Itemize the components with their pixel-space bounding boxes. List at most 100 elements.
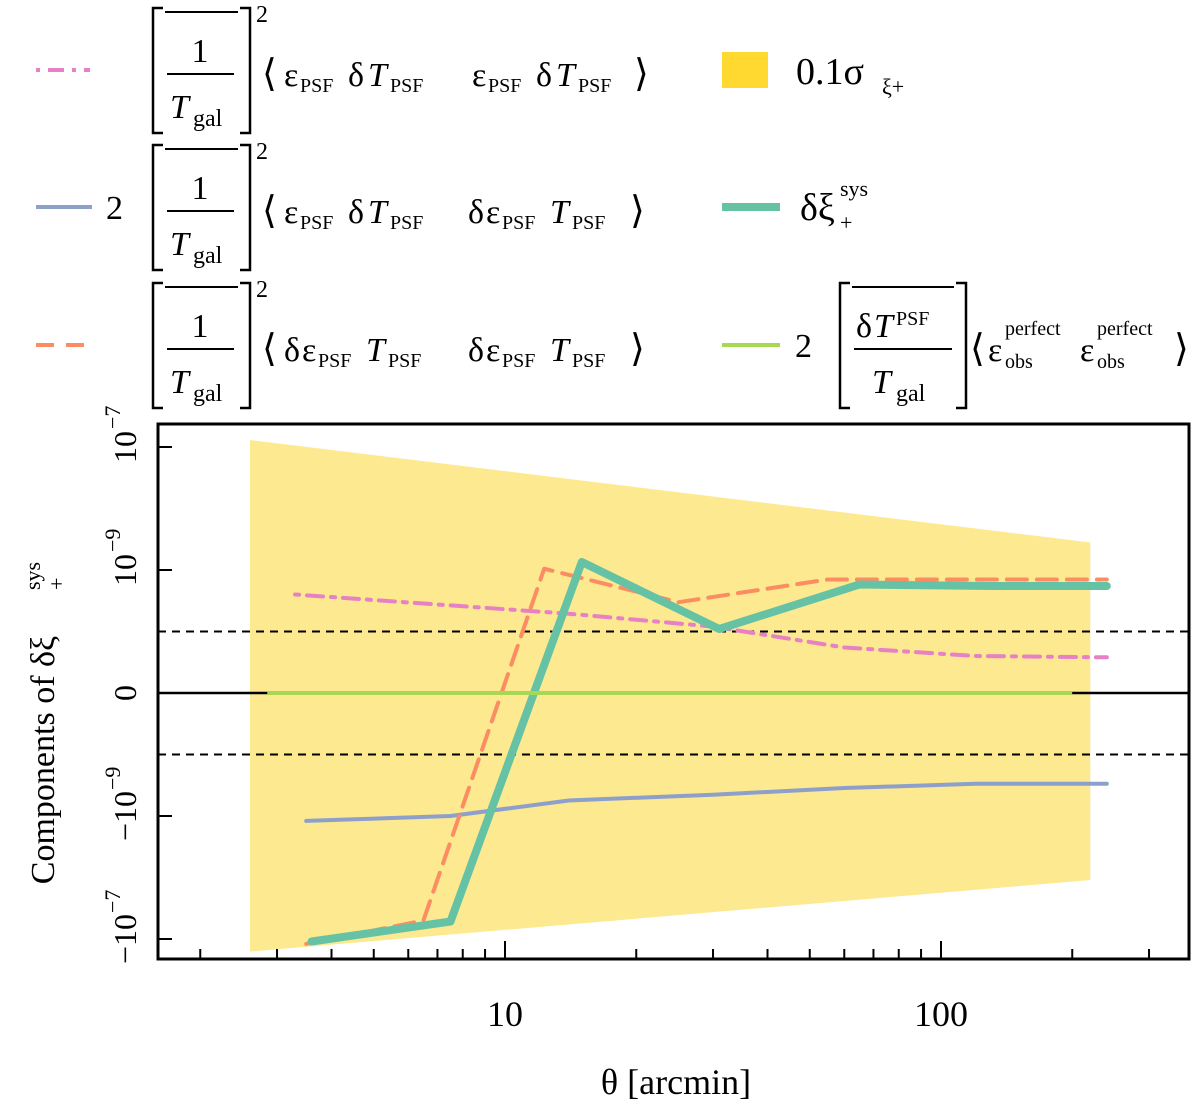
legend: 1 T gal 2 ⟨ ε PSF δ T PSF ε PSF δ T PSF … [36,2,1189,410]
psf-sup: PSF [896,308,929,330]
coef-2: 2 [106,190,123,227]
psf-sub: PSF [390,75,423,97]
series-line-3 [307,558,1111,946]
psf-sub: PSF [572,212,605,234]
bracket [838,281,968,410]
psf-sub: PSF [578,75,611,97]
rangle: ⟩ [630,190,645,232]
legend-label-right-row3: 2 δ T PSF T gal ⟨ ε perfect obs ε perfec… [795,281,1189,410]
bracket [151,281,252,410]
T: T [550,332,571,369]
frac-T: T [872,364,893,401]
T: T [556,57,577,94]
psf-sub: PSF [390,212,423,234]
y-tick-label-exp: −9 [100,767,125,790]
obs-sub: obs [1097,351,1125,373]
psf-sub: PSF [572,350,605,372]
legend-item-light-green: 2 δ T PSF T gal ⟨ ε perfect obs ε perfec… [722,281,1189,410]
eps: ε [1080,332,1094,369]
legend-item-total: δξ sys + [722,176,868,235]
y-axis-label-group: Components of δξ sys + [20,562,69,884]
legend-label-row1: 1 T gal 2 ⟨ ε PSF δ T PSF ε PSF δ T PSF … [151,2,649,135]
y-tick-label: 10−7 [100,406,143,463]
y-tick-label: 10−9 [100,529,143,586]
rangle: ⟩ [630,328,645,370]
y-tick-label: 0 [107,685,143,701]
y-tick-label-exp: −9 [100,529,125,552]
delta: δ [468,194,484,231]
y-tick-label-base: −10 [107,914,143,964]
delta: δ [348,194,364,231]
square-exp: 2 [256,277,268,303]
legend-item-blue-solid: 2 1 T gal 2 ⟨ ε PSF δ T PSF δ ε PSF T PS… [36,139,645,272]
y-tick-label-base: −10 [107,791,143,841]
perfect-sup: perfect [1005,318,1061,340]
T: T [368,194,389,231]
delta: δ [284,332,300,369]
y-axis-label: Components of δξ [25,636,62,884]
langle: ⟨ [970,328,985,370]
bracket [151,143,252,272]
series-line-0 [293,592,1109,660]
frac-numerator: 1 [192,308,209,345]
frac-gal: gal [193,381,223,407]
frac-T: T [170,89,191,126]
eps: ε [486,194,500,231]
frac-T: T [170,364,191,401]
psf-sub: PSF [502,350,535,372]
band-label: 0.1σ [796,51,864,93]
frac-gal: gal [896,381,926,407]
y-tick-label: −10−7 [100,890,143,964]
total-label-sup: sys [840,176,868,201]
frac-gal: gal [193,243,223,269]
legend-item-pink-dashdot: 1 T gal 2 ⟨ ε PSF δ T PSF ε PSF δ T PSF … [36,2,649,135]
y-axis-label-sub: + [44,578,69,590]
y-tick-label-exp: −7 [100,890,125,913]
T: T [874,308,895,345]
rangle: ⟩ [1174,328,1189,370]
frac-numerator: 1 [192,170,209,207]
square-exp: 2 [256,139,268,165]
x-tick-label: 100 [914,994,968,1034]
band-0p1-sigma [249,439,1091,952]
frac-numerator: 1 [192,33,209,70]
frac-T: T [170,226,191,263]
legend-label-row2: 2 1 T gal 2 ⟨ ε PSF δ T PSF δ ε PSF T PS… [106,139,645,272]
legend-swatch-band [722,52,768,88]
band-label-sub: ξ+ [882,74,904,99]
eps: ε [988,332,1002,369]
plot-area: 10 100 10−710−90−10−9−10−7 [100,406,1191,1034]
T: T [366,332,387,369]
x-axis-label: θ [arcmin] [601,1062,751,1102]
psf-sub: PSF [318,350,351,372]
y-tick-label-base: 10 [107,431,143,463]
eps: ε [284,57,298,94]
plot-frame [156,422,1191,961]
rangle: ⟩ [634,53,649,95]
total-label: δξ [800,187,835,229]
legend-item-band: 0.1σ ξ+ [722,51,904,99]
delta: δ [348,57,364,94]
eps: ε [302,332,316,369]
legend-item-orange-dashed: 1 T gal 2 ⟨ δ ε PSF T PSF δ ε PSF T PSF … [36,277,645,410]
langle: ⟨ [262,53,277,95]
eps: ε [472,57,486,94]
frac-gal: gal [193,106,223,132]
langle: ⟨ [262,190,277,232]
obs-sub: obs [1005,351,1033,373]
x-tick-label: 10 [487,994,523,1034]
delta: δ [536,57,552,94]
y-tick-label-exp: −7 [100,406,125,429]
delta: δ [856,308,872,345]
series-line-1 [304,781,1109,823]
delta: δ [468,332,484,369]
psf-sub: PSF [388,350,421,372]
y-tick-label-base: 0 [107,685,143,701]
coef-2: 2 [795,328,812,365]
y-tick-label-base: 10 [107,554,143,586]
eps: ε [486,332,500,369]
eps: ε [284,194,298,231]
y-axis-label-sup: sys [20,562,45,590]
psf-sub: PSF [300,212,333,234]
